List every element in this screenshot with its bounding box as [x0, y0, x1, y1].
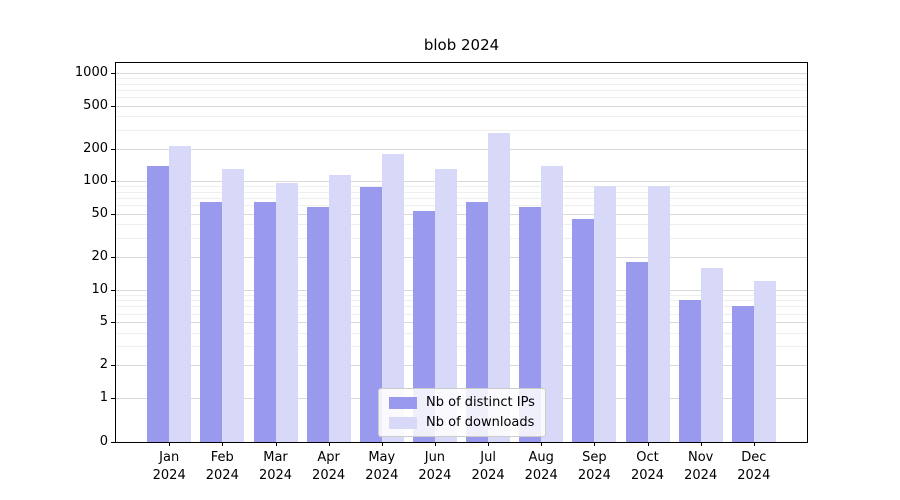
- gridline-major: [116, 148, 807, 150]
- y-tick: [111, 213, 115, 215]
- x-tick: [328, 442, 330, 446]
- bar-distinct-ips-oct: [625, 262, 648, 442]
- x-tick: [488, 442, 490, 446]
- y-tick-label: 50: [91, 205, 108, 221]
- y-tick: [111, 289, 115, 291]
- bar-distinct-ips-nov: [678, 300, 701, 442]
- x-tick: [275, 442, 277, 446]
- legend-swatch-downloads: [389, 416, 417, 429]
- y-tick: [111, 442, 115, 443]
- y-tick-label: 5: [99, 314, 108, 330]
- x-tick-label: Sep 2024: [577, 450, 611, 483]
- legend-swatch-distinct-ips: [389, 396, 417, 409]
- bar-downloads-may: [381, 153, 404, 442]
- bar-downloads-nov: [700, 267, 723, 442]
- x-tick-label: Jan 2024: [152, 450, 186, 483]
- y-tick-label: 2: [99, 357, 108, 373]
- y-tick-label: 20: [91, 249, 108, 265]
- x-tick-label: Jun 2024: [418, 450, 452, 483]
- y-tick-label: 1: [99, 390, 108, 405]
- bar-downloads-apr: [328, 174, 351, 442]
- bar-downloads-sep: [594, 186, 617, 442]
- bar-distinct-ips-may: [359, 187, 382, 442]
- bar-downloads-mar: [275, 182, 298, 442]
- bar-distinct-ips-feb: [200, 201, 223, 442]
- legend: Nb of distinct IPs Nb of downloads: [378, 388, 546, 437]
- bar-distinct-ips-jun: [412, 211, 435, 442]
- bar-downloads-jan: [169, 146, 192, 442]
- y-tick-label: 0: [99, 434, 108, 449]
- gridline-minor: [116, 191, 807, 193]
- x-tick: [700, 442, 702, 446]
- x-tick: [222, 442, 224, 446]
- x-tick-label: Feb 2024: [205, 450, 239, 483]
- gridline-minor: [116, 116, 807, 118]
- plot-area: Nb of distinct IPs Nb of downloads: [115, 62, 808, 443]
- y-tick-label: 500: [83, 97, 108, 113]
- x-tick: [169, 442, 171, 446]
- gridline-minor: [116, 186, 807, 188]
- y-tick-label: 200: [83, 140, 108, 156]
- gridline-major: [116, 73, 807, 74]
- chart-title: blob 2024: [423, 36, 500, 54]
- x-tick: [753, 442, 755, 446]
- gridline-minor: [116, 78, 807, 79]
- y-tick: [111, 365, 115, 367]
- x-tick-label: Nov 2024: [684, 450, 718, 483]
- legend-item-downloads: Nb of downloads: [389, 415, 535, 430]
- bar-downloads-oct: [647, 186, 670, 442]
- x-tick: [434, 442, 436, 446]
- bar-downloads-jul: [488, 132, 511, 442]
- y-tick: [111, 257, 115, 259]
- legend-label-distinct-ips: Nb of distinct IPs: [426, 395, 535, 410]
- y-tick: [111, 322, 115, 324]
- x-tick-label: Jul 2024: [471, 450, 505, 483]
- bar-downloads-feb: [222, 169, 245, 442]
- gridline-minor: [116, 198, 807, 200]
- x-tick-label: Apr 2024: [312, 450, 346, 483]
- bar-distinct-ips-sep: [572, 218, 595, 442]
- y-tick: [111, 105, 115, 107]
- bar-downloads-aug: [541, 165, 564, 442]
- x-tick-label: Mar 2024: [258, 450, 293, 483]
- y-tick-label: 10: [91, 281, 108, 297]
- x-tick: [594, 442, 596, 446]
- bar-distinct-ips-aug: [519, 207, 542, 442]
- bar-downloads-dec: [753, 281, 776, 442]
- legend-label-downloads: Nb of downloads: [426, 415, 535, 430]
- bar-distinct-ips-dec: [731, 306, 754, 442]
- x-tick: [647, 442, 649, 446]
- x-tick: [541, 442, 543, 446]
- gridline-major: [116, 105, 807, 107]
- gridline-minor: [116, 129, 807, 131]
- x-tick: [381, 442, 383, 446]
- gridline-major: [116, 181, 807, 183]
- y-tick: [111, 398, 115, 399]
- bar-distinct-ips-jul: [466, 201, 489, 442]
- y-tick: [111, 181, 115, 183]
- x-tick-label: Aug 2024: [524, 450, 558, 483]
- y-tick: [111, 148, 115, 150]
- x-tick-label: May 2024: [365, 450, 399, 483]
- bar-downloads-jun: [434, 169, 457, 442]
- gridline-minor: [116, 97, 807, 98]
- bar-distinct-ips-mar: [253, 201, 276, 442]
- bar-distinct-ips-jan: [147, 165, 170, 442]
- y-tick-label: 1000: [74, 65, 108, 80]
- y-tick: [111, 73, 115, 74]
- legend-item-distinct-ips: Nb of distinct IPs: [389, 395, 535, 410]
- x-tick-label: Oct 2024: [630, 450, 665, 483]
- gridline-minor: [116, 83, 807, 85]
- bar-distinct-ips-apr: [306, 207, 329, 442]
- y-tick-label: 100: [83, 173, 108, 189]
- gridline-minor: [116, 89, 807, 91]
- x-tick-label: Dec 2024: [737, 450, 771, 483]
